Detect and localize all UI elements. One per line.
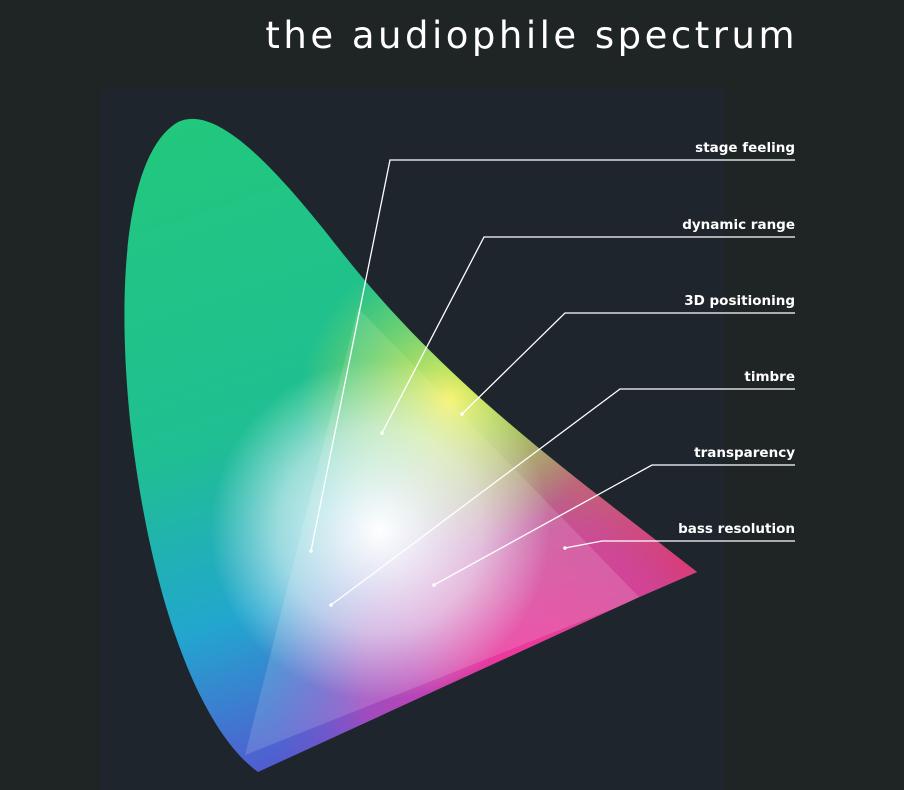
leader-line-stage-feeling [310, 159, 795, 552]
label-dynamic-range: dynamic range [682, 217, 795, 233]
leader-line-dynamic-range [381, 236, 795, 434]
label-transparency: transparency [694, 445, 795, 461]
point-marker-3d-positioning [460, 412, 464, 416]
page-title: the audiophile spectrum [265, 14, 798, 57]
point-marker-timbre [329, 603, 333, 607]
point-marker-bass-resolution [563, 546, 567, 550]
point-marker-dynamic-range [380, 431, 384, 435]
label-3d-positioning: 3D positioning [684, 293, 795, 309]
label-stage-feeling: stage feeling [695, 140, 795, 156]
label-bass-resolution: bass resolution [678, 521, 795, 537]
leader-line-transparency [433, 464, 795, 586]
point-marker-stage-feeling [309, 549, 313, 553]
leader-line-3d-positioning [461, 312, 795, 415]
leader-line-timbre [330, 388, 795, 606]
point-marker-transparency [432, 583, 436, 587]
label-timbre: timbre [744, 369, 795, 385]
chromaticity-shape [124, 118, 697, 772]
leader-line-bass-resolution [564, 540, 795, 549]
